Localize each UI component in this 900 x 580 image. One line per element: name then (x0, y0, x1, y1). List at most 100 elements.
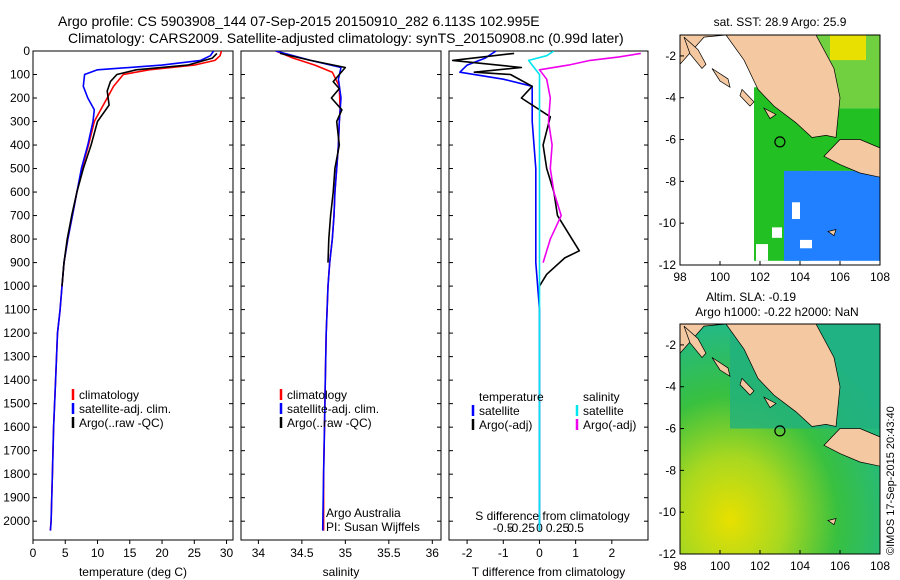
map-field (680, 35, 880, 265)
y-tick-label: 600 (10, 185, 30, 199)
x2-tick-label: -0.25 (508, 521, 536, 535)
x-tick-label: 5 (62, 546, 69, 560)
y-tick-label: 1300 (3, 350, 30, 364)
x-tick-label: 102 (750, 270, 770, 284)
land-island (827, 229, 837, 237)
y-tick-label: -4 (665, 91, 676, 105)
legend-header-temperature: temperature (479, 390, 544, 404)
x-tick-label: -2 (462, 546, 473, 560)
x-tick-label: 108 (870, 559, 890, 573)
map-title: sat. SST: 28.9 Argo: 25.9 (714, 15, 847, 29)
x-tick-label: 2 (608, 546, 615, 560)
x-axis-label: temperature (deg C) (79, 565, 187, 579)
x-tick-label: 106 (830, 559, 850, 573)
series-group (49, 51, 223, 531)
argo-position-marker (774, 425, 786, 437)
x-tick-label: 0 (536, 546, 543, 560)
x-tick-label: 106 (830, 270, 850, 284)
y-tick-label: 800 (10, 232, 30, 246)
x2-tick-label: -0.5 (493, 521, 514, 535)
argo-position-marker (774, 136, 786, 148)
y-tick-label: 1500 (3, 397, 30, 411)
x2-axis-label: S difference from climatology (475, 509, 630, 523)
series-line-3 (527, 51, 555, 531)
legend-label: satellite (479, 404, 520, 418)
land-island (739, 88, 755, 107)
legend-label: Argo(-adj) (583, 418, 636, 432)
y-tick-label: 1900 (3, 491, 30, 505)
y-tick-label: 0 (23, 44, 30, 58)
y-tick-label: -12 (659, 547, 677, 561)
y-tick-label: 1800 (3, 467, 30, 481)
series-line-3 (279, 52, 347, 263)
y-tick-label: 1200 (3, 326, 30, 340)
series-line-4 (538, 52, 641, 263)
x-axis-label: salinity (323, 565, 360, 579)
x-tick-label: 98 (673, 559, 687, 573)
plot-frame (448, 50, 649, 541)
cloud-gap (792, 202, 800, 219)
map-frame (679, 323, 881, 555)
x2-tick-label: 0.5 (567, 521, 584, 535)
profile-panel-3: -2 -1 0 1 2 T difference from climatology -0.5… (448, 50, 649, 579)
land-island (711, 357, 731, 378)
map-panel-2: 98 100 102 104 106 108 -2 -4 -6 -8 -10 -12 Altim. SL… (659, 290, 891, 573)
x-tick-label: 104 (790, 559, 810, 573)
y-tick-label: 1000 (3, 279, 30, 293)
legend-label: climatology (287, 388, 347, 402)
x-tick-label: 15 (123, 546, 137, 560)
legend-label: climatology (79, 388, 139, 402)
y-tick-label: 400 (10, 138, 30, 152)
land-island (683, 36, 707, 70)
x-tick-label: 100 (710, 559, 730, 573)
header-line-2: Climatology: CARS2009. Satellite-adjuste… (68, 30, 624, 46)
x-axis-label: T difference from climatology (472, 565, 626, 579)
series-line-2 (275, 51, 342, 531)
cloud-gap (772, 227, 782, 238)
x-tick-label: 25 (188, 546, 202, 560)
legend-label: satellite-adj. clim. (287, 402, 379, 416)
x-tick-label: 34.5 (290, 546, 314, 560)
map-panel-1: 98 100 102 104 106 108 -2 -4 -6 -8 -10 -12 sat. SST:… (659, 15, 891, 284)
x-tick-label: 98 (673, 270, 687, 284)
x-tick-label: 0 (30, 546, 37, 560)
y-tick-label: 2000 (3, 514, 30, 528)
x-tick-label: 30 (220, 546, 234, 560)
x-tick-label: 104 (790, 270, 810, 284)
y-tick-label: 1700 (3, 444, 30, 458)
y-tick-label: -2 (665, 49, 676, 63)
y-tick-label: -12 (659, 258, 677, 272)
land-sumatra (680, 35, 841, 138)
y-tick-label: 300 (10, 115, 30, 129)
header-line-1: Argo profile: CS 5903908_144 07-Sep-2015… (58, 13, 540, 29)
y-tick-label: -2 (665, 338, 676, 352)
land-island (763, 107, 777, 120)
y-tick-label: -10 (659, 505, 677, 519)
y-tick-label: -10 (659, 216, 677, 230)
y-tick-label: 1600 (3, 420, 30, 434)
sst-hot-region (830, 35, 866, 61)
series-line-2 (49, 51, 215, 531)
plot-frame (240, 50, 442, 541)
plot-frame (32, 50, 234, 541)
y-tick-label: -4 (665, 380, 676, 394)
attribution-line-2: PI: Susan Wijffels (326, 520, 420, 534)
y-tick-label: -6 (665, 422, 676, 436)
land-island (827, 518, 837, 526)
x-tick-label: 20 (155, 546, 169, 560)
legend-label: satellite-adj. clim. (79, 402, 171, 416)
cloud-gap (756, 244, 768, 261)
x-tick-label: 102 (750, 559, 770, 573)
x-tick-label: 35 (339, 546, 353, 560)
series-group (451, 51, 641, 531)
series-line-2 (451, 52, 581, 287)
legend-label: satellite (583, 404, 624, 418)
imos-credit: ©IMOS 17-Sep-2015 20:43:40 (885, 406, 897, 555)
x-tick-label: 10 (91, 546, 105, 560)
land-island (711, 68, 731, 89)
profile-panel-1: 0 5 10 15 20 25 30 temperature (deg C) 0 100 200 30… (3, 44, 233, 579)
y-tick-label: 100 (10, 68, 30, 82)
profile-panel-2: 34 34.5 35 35.5 36 salinity climatologysatelli… (240, 50, 442, 579)
map-frame (679, 34, 881, 266)
